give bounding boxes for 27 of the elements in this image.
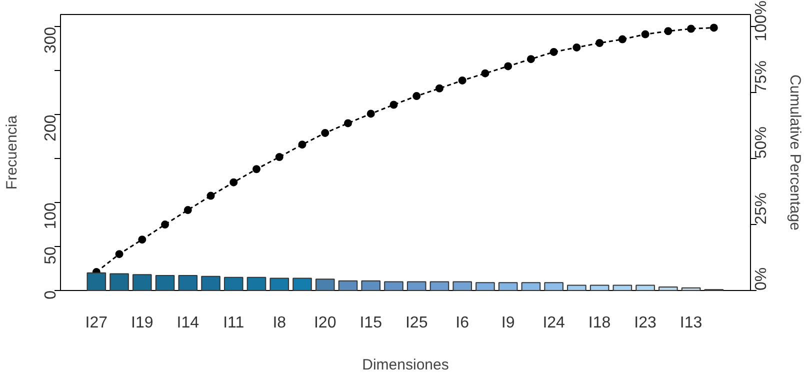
y-tick-label: 200 <box>42 114 60 142</box>
x-tick-label: I19 <box>131 314 154 332</box>
x-tick-label: I25 <box>405 314 428 332</box>
y-axis-title: Frecuencia <box>4 114 20 190</box>
x-tick-label: I15 <box>360 314 382 332</box>
y-tick-label: 50 <box>42 246 60 264</box>
y2-tick-label: 25% <box>753 192 770 225</box>
x-tick-label: I23 <box>634 314 657 332</box>
y2-tick-label: 50% <box>753 126 770 159</box>
x-tick-label: I14 <box>176 314 200 332</box>
x-tick-label: I18 <box>588 314 611 332</box>
y2-tick-label: 100% <box>753 0 770 42</box>
x-tick-label: I6 <box>456 314 470 332</box>
y-tick-label: 100 <box>42 202 60 230</box>
y-tick-label: 300 <box>42 26 60 54</box>
x-tick-label: I24 <box>542 314 566 332</box>
x-tick-label: I13 <box>680 314 702 332</box>
y2-axis-title: Cumulative Percentage <box>786 74 804 230</box>
x-tick-label: I11 <box>223 314 244 332</box>
y-tick-label: 0 <box>42 290 60 300</box>
x-tick-label: I27 <box>85 314 108 332</box>
x-tick-label: I20 <box>314 314 336 332</box>
y2-tick-label: 0% <box>753 267 770 290</box>
x-axis-title: Dimensiones <box>362 356 449 374</box>
y2-tick-label: 75% <box>753 60 770 93</box>
x-tick-label: I9 <box>501 314 515 332</box>
x-tick-label: I8 <box>272 314 286 332</box>
